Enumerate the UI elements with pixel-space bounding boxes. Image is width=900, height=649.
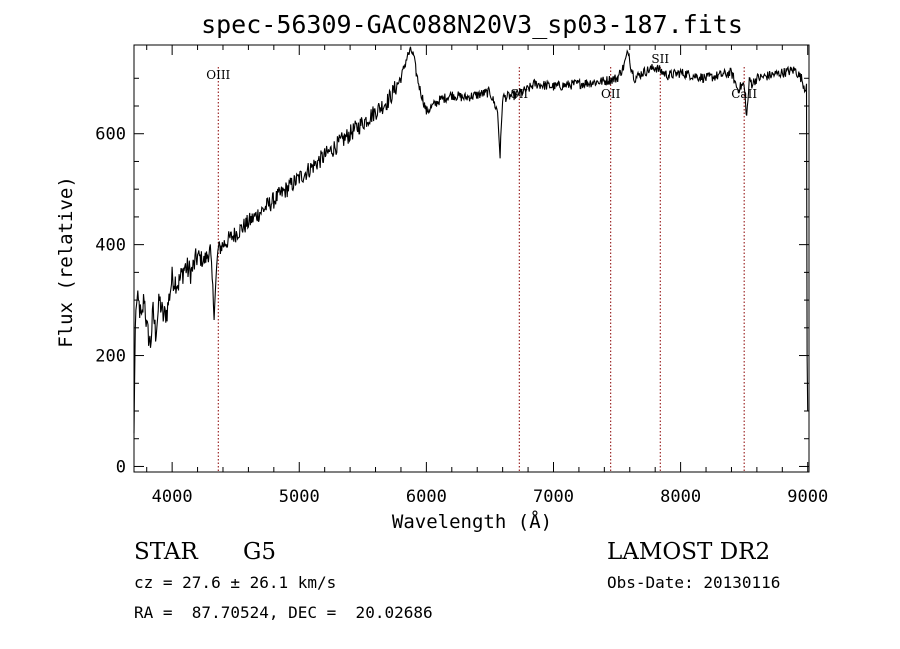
y-tick-label: 600 [95, 125, 126, 145]
y-tick-label: 0 [116, 457, 126, 477]
x-tick-label: 5000 [279, 487, 320, 507]
object-class: STAR [134, 539, 198, 565]
y-tick-label: 200 [95, 347, 126, 367]
x-tick-label: 4000 [152, 487, 193, 507]
plot-frame [133, 44, 810, 473]
spectrum-chart: spec-56309-GAC088N20V3_sp03-187.fits 0 20… [55, 10, 828, 533]
redshift-velocity: cz = 27.6 ± 26.1 km/s [134, 573, 337, 592]
x-axis-label: Wavelength (Å) [392, 510, 552, 533]
x-tick-label: 7000 [533, 487, 574, 507]
line-label: SII [651, 52, 669, 66]
survey-name: LAMOST DR2 [607, 539, 771, 565]
object-subclass: G5 [243, 539, 277, 565]
x-tick-label: 6000 [406, 487, 447, 507]
line-label: OII [601, 87, 621, 101]
x-tick-label: 9000 [787, 487, 828, 507]
observation-date: Obs-Date: 20130116 [607, 573, 781, 592]
coordinates: RA = 87.70524, DEC = 20.02686 [134, 603, 433, 622]
spectrum-line [133, 46, 809, 434]
line-label: OIII [206, 68, 230, 82]
y-axis-label: Flux (relative) [55, 176, 77, 348]
x-tick-label: 8000 [660, 487, 701, 507]
chart-title: spec-56309-GAC088N20V3_sp03-187.fits [201, 10, 743, 39]
y-tick-label: 400 [95, 236, 126, 256]
